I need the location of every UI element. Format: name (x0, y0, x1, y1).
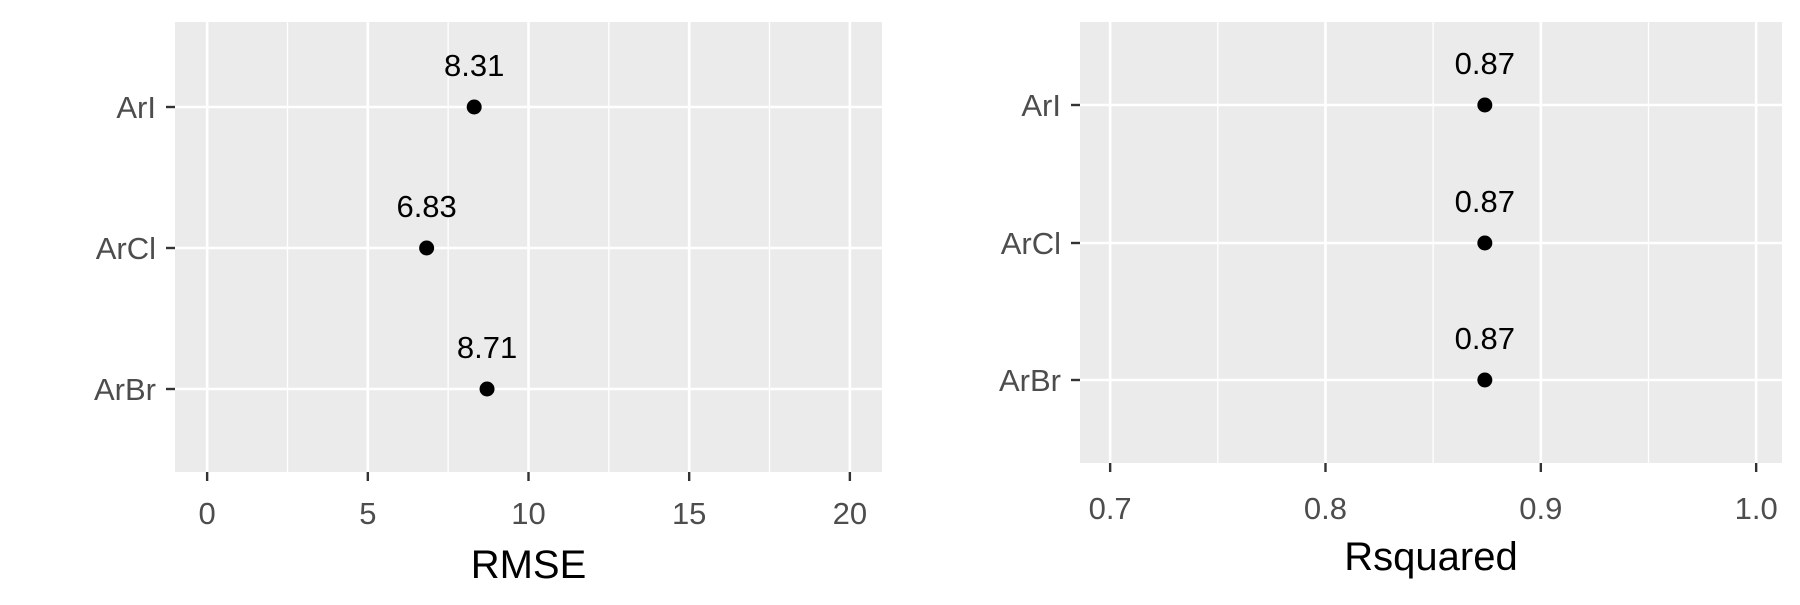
x-axis-title: Rsquared (1344, 535, 1517, 579)
x-tick-label: 0 (199, 496, 216, 531)
x-tick-label: 10 (511, 496, 545, 531)
x-tick-label: 0.9 (1519, 491, 1562, 526)
x-axis-title: RMSE (471, 543, 587, 587)
data-point (419, 240, 435, 256)
data-point (1477, 235, 1493, 251)
data-point (1477, 372, 1493, 388)
y-category-label: ArCl (96, 231, 156, 266)
x-tick-label: 5 (359, 496, 376, 531)
x-tick-label: 20 (833, 496, 867, 531)
data-label: 6.83 (396, 189, 456, 224)
y-category-label: ArBr (999, 363, 1061, 398)
chart-panel-rsquared: 0.7 0.8 0.9 1.0 ArI ArCl ArBr 0.87 0.87 0.87 Rsqua… (999, 22, 1782, 579)
data-label: 8.71 (457, 330, 517, 365)
x-tick-label: 0.7 (1089, 491, 1132, 526)
x-tick-label: 1.0 (1735, 491, 1778, 526)
x-tick-label: 0.8 (1304, 491, 1347, 526)
y-category-label: ArBr (94, 372, 156, 407)
chart-panel-rmse: 0 5 10 15 20 ArI ArCl ArBr 8.31 6.83 8.71 RMSE (94, 22, 882, 587)
y-category-label: ArI (116, 90, 156, 125)
data-label: 0.87 (1455, 184, 1515, 219)
data-label: 0.87 (1455, 321, 1515, 356)
data-point (479, 381, 495, 397)
data-label: 0.87 (1455, 46, 1515, 81)
data-point (1477, 97, 1493, 113)
x-tick-label: 15 (672, 496, 706, 531)
y-category-label: ArCl (1001, 226, 1061, 261)
data-label: 8.31 (444, 48, 504, 83)
data-point (466, 99, 482, 115)
y-category-label: ArI (1021, 88, 1061, 123)
